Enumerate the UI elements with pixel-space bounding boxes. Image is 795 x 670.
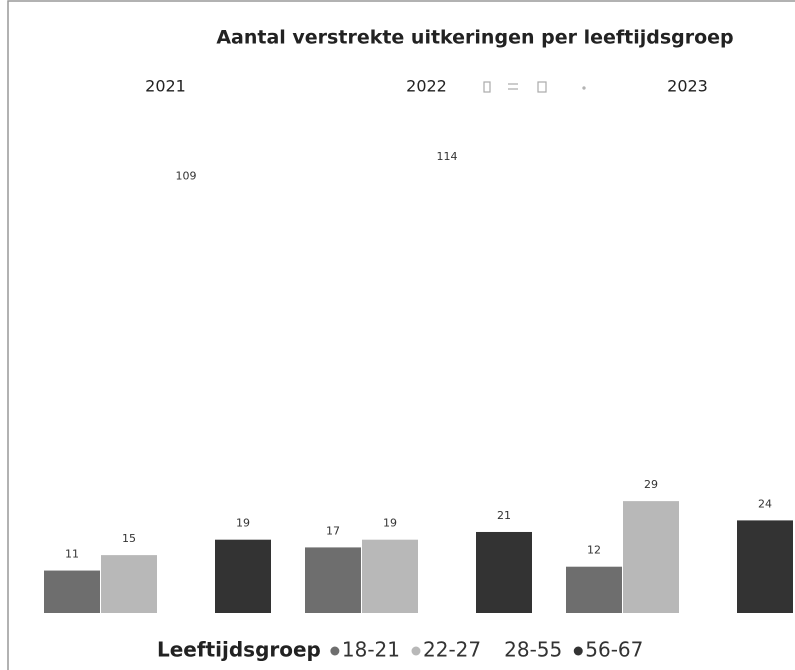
value-label: 11 xyxy=(65,548,79,561)
value-label: 17 xyxy=(326,524,340,537)
value-label: 19 xyxy=(236,517,250,530)
value-label: 21 xyxy=(497,509,511,522)
bar xyxy=(305,547,361,613)
value-label: 24 xyxy=(758,497,772,510)
value-label: 15 xyxy=(122,532,136,545)
legend-marker xyxy=(411,646,421,656)
category-label: 2023 xyxy=(667,77,708,96)
bar xyxy=(362,539,418,613)
legend-label: 56-67 xyxy=(585,638,643,662)
bar xyxy=(566,566,622,613)
bar xyxy=(215,539,271,613)
bar xyxy=(737,520,793,613)
bar xyxy=(623,501,679,613)
legend-marker xyxy=(492,646,502,656)
legend-label: 22-27 xyxy=(423,638,481,662)
value-label: 19 xyxy=(383,517,397,530)
legend-marker xyxy=(330,646,340,656)
category-label: 2021 xyxy=(145,77,186,96)
bar xyxy=(158,192,214,614)
value-label: 109 xyxy=(176,169,197,182)
legend-label: 18-21 xyxy=(342,638,400,662)
value-label: 114 xyxy=(437,150,458,163)
bar xyxy=(101,555,157,613)
bar xyxy=(419,173,475,613)
value-label: 29 xyxy=(644,478,658,491)
legend-label: 28-55 xyxy=(504,638,562,662)
bar xyxy=(476,531,532,613)
chart-title: Aantal verstrekte uitkeringen per leefti… xyxy=(216,27,733,49)
category-label: 2022 xyxy=(406,77,447,96)
legend-title: Leeftijdsgroep xyxy=(157,638,321,662)
value-label: 12 xyxy=(587,544,601,557)
legend-marker xyxy=(573,646,583,656)
bar xyxy=(44,570,100,613)
header-icons xyxy=(483,81,586,93)
frame xyxy=(7,0,795,670)
